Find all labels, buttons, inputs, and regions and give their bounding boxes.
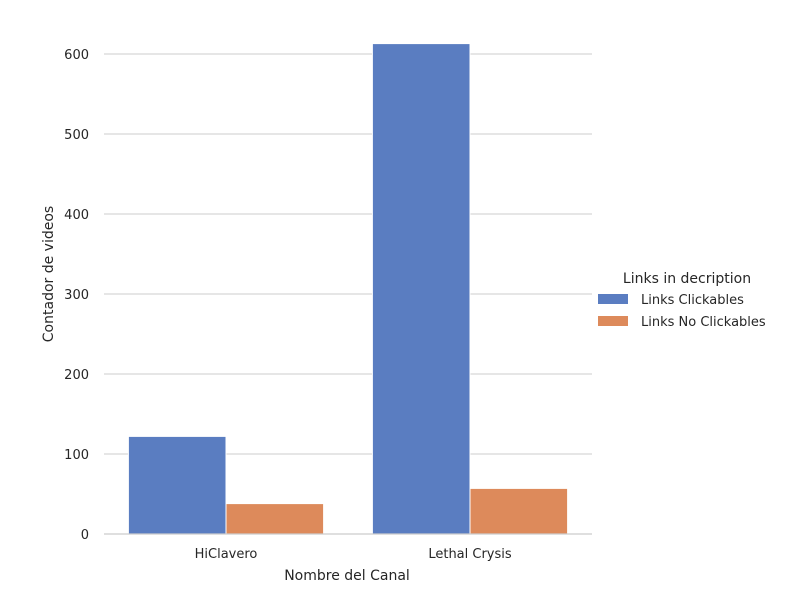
axes: 0 100 200 300 400 500 600 HiClavero Lethal Crysi…: [64, 48, 592, 562]
x-axis-label: Nombre del Canal: [284, 568, 410, 584]
y-axis-label: Contador de videos: [41, 206, 57, 342]
legend-title: Links in decription: [623, 271, 751, 287]
bars: [127, 43, 569, 535]
bar-hiclavero-links-clickables: [127, 435, 227, 535]
bar-lethal-crysis-links-clickables: [371, 43, 471, 535]
legend-label-links-clickables: Links Clickables: [641, 293, 744, 308]
y-tick-label-400: 400: [64, 208, 89, 223]
x-tick-label-0: HiClavero: [195, 547, 258, 562]
y-tick-label-500: 500: [64, 128, 89, 143]
legend: Links in decription Links Clickables Lin…: [598, 271, 766, 330]
y-tick-label-0: 0: [81, 528, 89, 543]
bar-lethal-crysis-links-no-clickables: [469, 487, 569, 535]
legend-swatch-links-clickables: [598, 294, 628, 304]
y-tick-label-600: 600: [64, 48, 89, 63]
legend-label-links-no-clickables: Links No Clickables: [641, 315, 766, 330]
y-tick-label-200: 200: [64, 368, 89, 383]
legend-swatch-links-no-clickables: [598, 316, 628, 326]
bar-hiclavero-links-no-clickables: [225, 503, 325, 535]
x-tick-label-1: Lethal Crysis: [428, 547, 512, 562]
y-tick-label-100: 100: [64, 448, 89, 463]
y-tick-label-300: 300: [64, 288, 89, 303]
